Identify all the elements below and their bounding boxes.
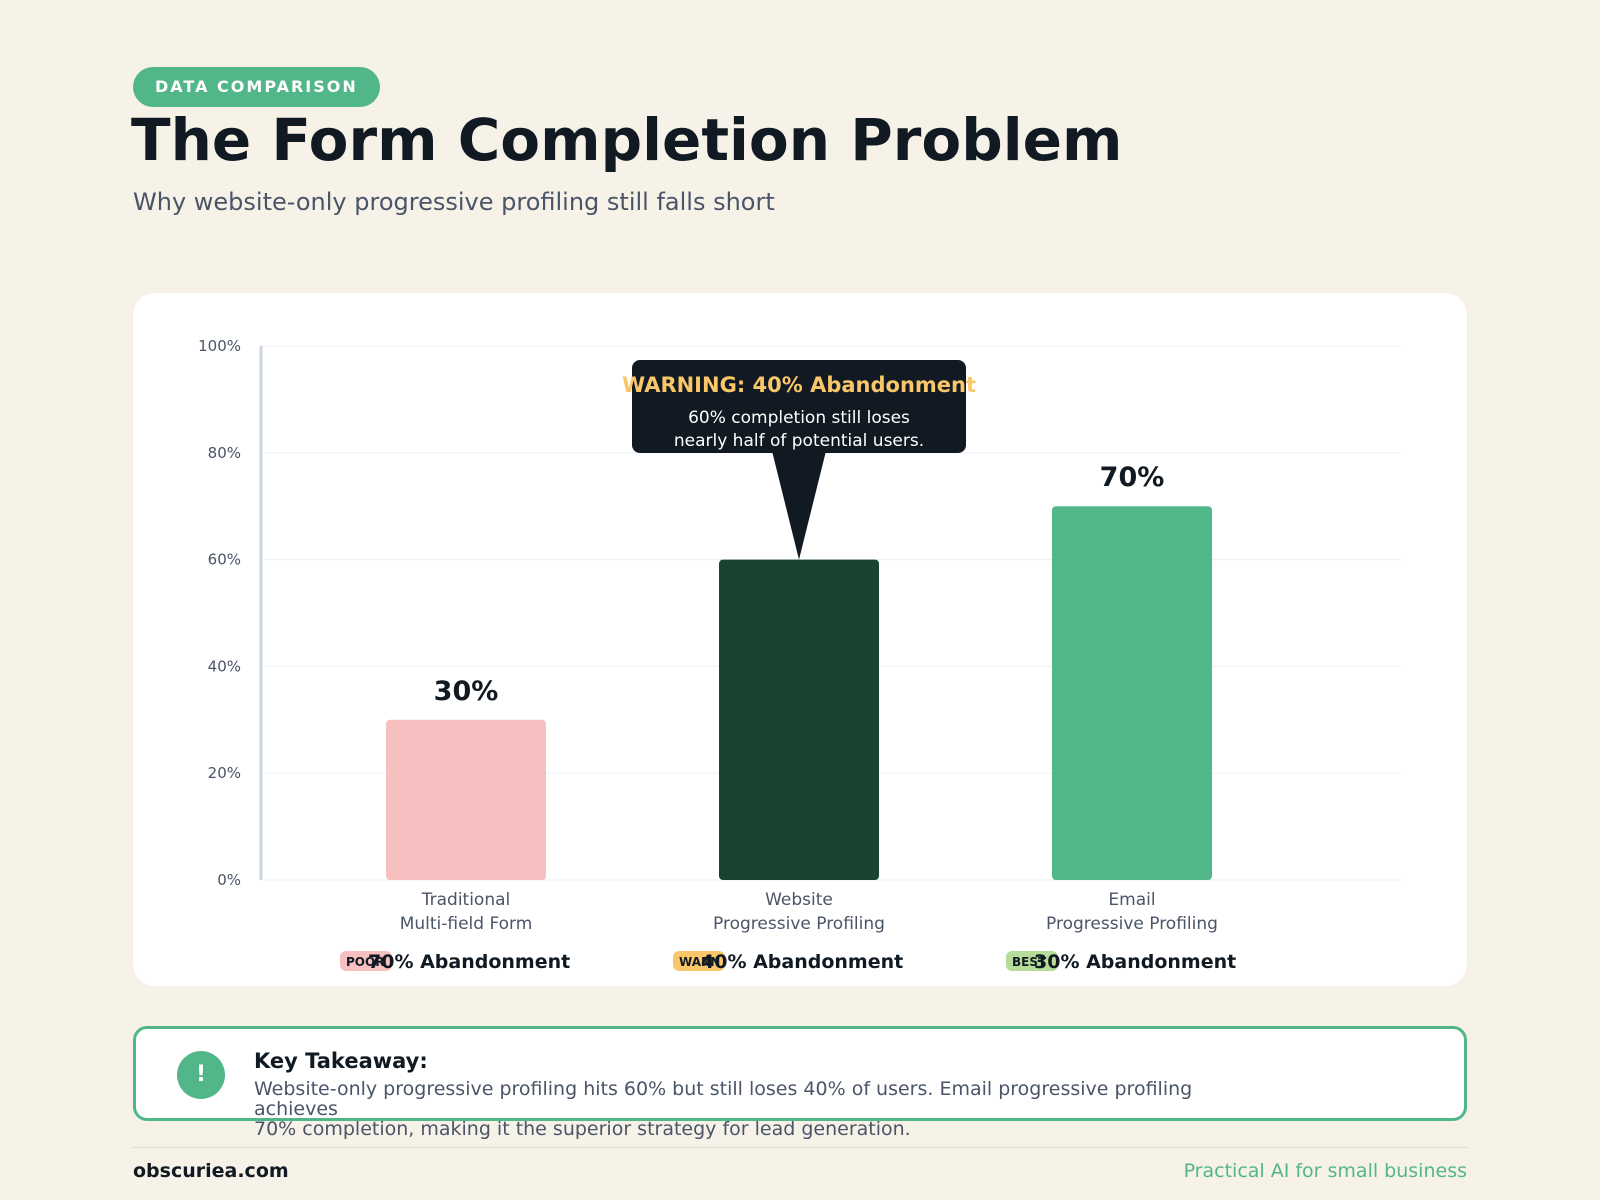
bar xyxy=(719,559,879,880)
x-tick-label: Traditional xyxy=(421,890,511,910)
page-title: The Form Completion Problem xyxy=(131,106,1123,174)
rating-tag-label: BEST xyxy=(1012,955,1047,969)
key-takeaway-box: ! Key Takeaway: Website-only progressive… xyxy=(133,1026,1467,1139)
footer-divider xyxy=(133,1147,1467,1148)
callout-pointer xyxy=(772,451,826,560)
y-tick-label: 0% xyxy=(217,871,241,889)
takeaway-body: Website-only progressive profiling hits … xyxy=(254,1079,1274,1139)
y-tick-label: 40% xyxy=(208,657,241,675)
page-subtitle: Why website-only progressive profiling s… xyxy=(133,188,775,216)
x-tick-label: Multi-field Form xyxy=(400,914,533,934)
abandonment-label: 40% Abandonment xyxy=(701,951,903,973)
takeaway-line-1: Website-only progressive profiling hits … xyxy=(254,1078,1193,1120)
y-tick-label: 80% xyxy=(208,444,241,462)
footer-site[interactable]: obscuriea.com xyxy=(133,1160,289,1182)
x-tick-label: Progressive Profiling xyxy=(1046,914,1218,934)
rating-tag xyxy=(673,951,725,971)
y-tick-label: 60% xyxy=(208,551,241,569)
rating-tag-label: POOR xyxy=(346,955,384,969)
bar-value-label: 30% xyxy=(434,676,499,707)
rating-tag xyxy=(1006,951,1058,971)
footer-tagline: Practical AI for small business xyxy=(1183,1160,1467,1182)
takeaway-heading: Key Takeaway: xyxy=(254,1049,428,1073)
callout-box xyxy=(632,360,966,453)
callout-text: nearly half of potential users. xyxy=(674,431,924,451)
bar xyxy=(386,719,546,880)
x-tick-label: Website xyxy=(765,890,833,910)
abandonment-label: 30% Abandonment xyxy=(1034,951,1236,973)
bar xyxy=(1052,506,1212,880)
bar-value-label: 70% xyxy=(1100,462,1165,493)
callout-title: WARNING: 40% Abandonment xyxy=(622,373,976,397)
chart-card: 0% 20% 40% 60% 80% 100% 30% Traditional Multi-fi… xyxy=(133,293,1467,986)
y-tick-label: 20% xyxy=(208,764,241,782)
callout-text: 60% completion still loses xyxy=(688,408,910,428)
takeaway-line-2: 70% completion, making it the superior s… xyxy=(254,1118,911,1140)
rating-tag-label: WARN xyxy=(679,955,720,969)
rating-tag xyxy=(340,951,392,971)
y-tick-label: 100% xyxy=(198,337,241,355)
x-tick-label: Progressive Profiling xyxy=(713,914,885,934)
bar-chart: 0% 20% 40% 60% 80% 100% 30% Traditional Multi-fi… xyxy=(198,337,1401,973)
abandonment-label: 70% Abandonment xyxy=(368,951,570,973)
section-badge: DATA COMPARISON xyxy=(133,67,380,107)
exclamation-icon: ! xyxy=(177,1051,225,1099)
x-tick-label: Email xyxy=(1108,890,1155,910)
